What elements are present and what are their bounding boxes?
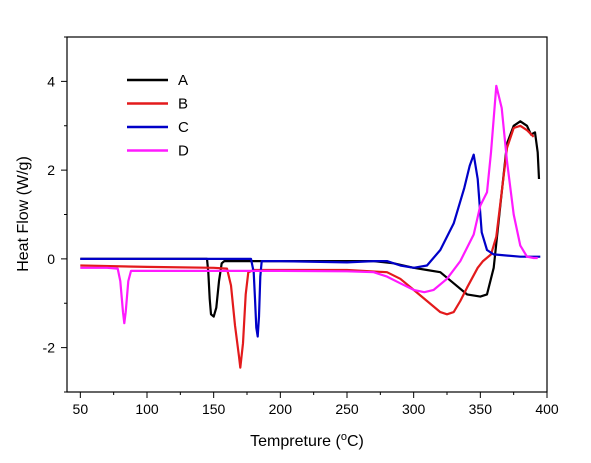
x-axis-ticks: 50 100 150 200 250 300 350 400 (73, 392, 559, 417)
x-axis-title: Tempreture (oC) (250, 431, 364, 450)
x-tick-label: 400 (535, 401, 559, 417)
x-tick-label: 150 (202, 401, 226, 417)
x-axis-title-unit: C) (347, 433, 364, 450)
x-tick-label: 350 (469, 401, 493, 417)
y-tick-label: 0 (47, 251, 55, 267)
x-tick-label: 100 (135, 401, 159, 417)
series-layer (80, 84, 541, 369)
x-tick-label: 50 (73, 401, 89, 417)
x-tick-label: 200 (269, 401, 293, 417)
series-line-C (80, 153, 541, 338)
y-tick-label: 2 (47, 162, 55, 178)
legend-label-D: D (178, 143, 189, 160)
plot-frame (66, 36, 548, 393)
series-line-B (80, 124, 535, 369)
x-tick-label: 250 (335, 401, 359, 417)
y-tick-label: -2 (43, 340, 56, 356)
y-axis-title: Heat Flow (W/g) (15, 156, 32, 272)
y-tick-label: 4 (47, 73, 55, 89)
legend-label-A: A (178, 72, 188, 89)
x-axis-title-superscript: o (341, 431, 347, 443)
legend-label-C: C (178, 119, 189, 136)
y-axis-ticks: -2 0 2 4 (43, 36, 67, 393)
x-tick-label: 300 (402, 401, 426, 417)
legend-label-B: B (178, 96, 188, 113)
x-axis-title-main: Tempreture ( (250, 433, 341, 450)
series-line-D (80, 84, 538, 325)
